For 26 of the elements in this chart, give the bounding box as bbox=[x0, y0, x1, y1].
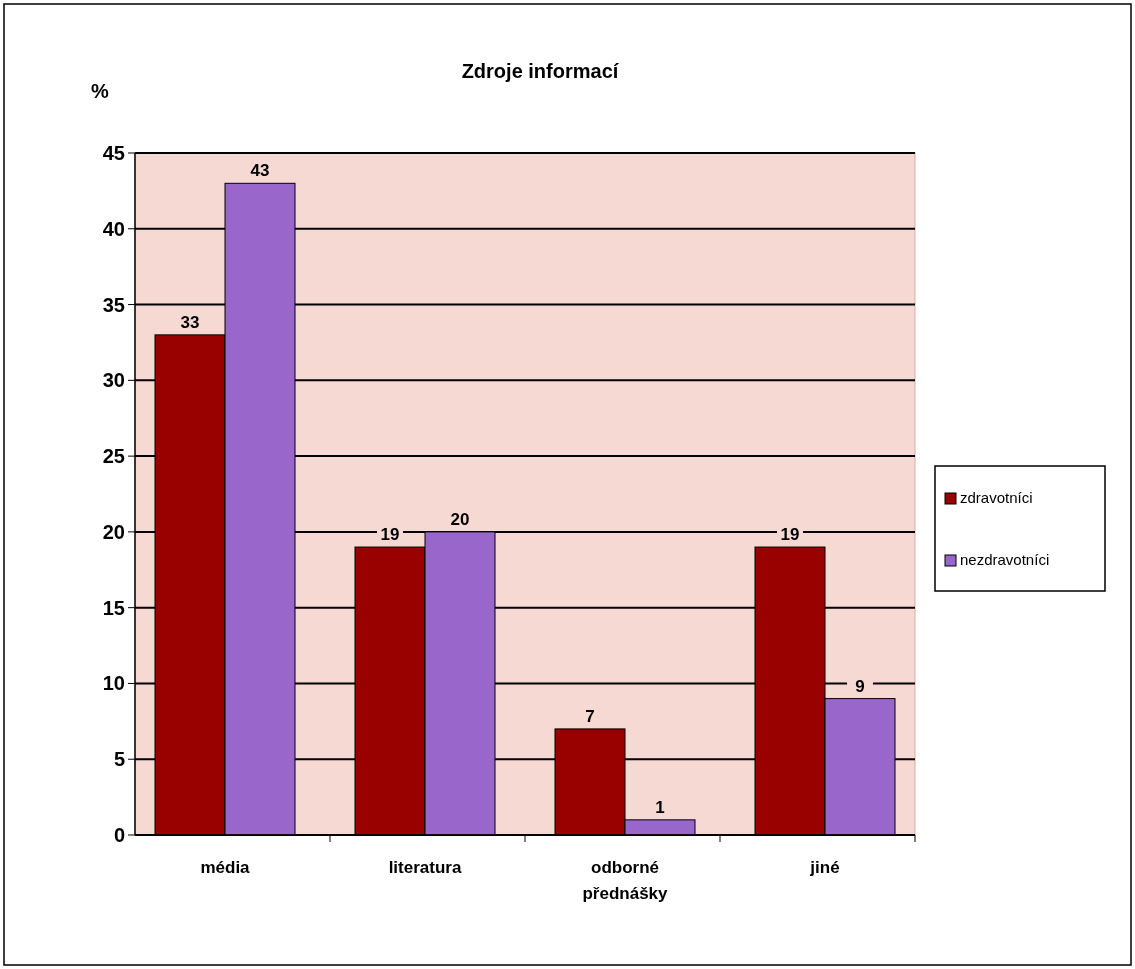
y-axis-title: % bbox=[91, 80, 110, 102]
x-tick-label: literatura bbox=[388, 858, 462, 877]
y-tick-label: 5 bbox=[113, 748, 125, 771]
data-label: 1 bbox=[655, 797, 665, 817]
y-tick-label: 10 bbox=[102, 672, 125, 695]
y-tick-label: 15 bbox=[102, 596, 125, 619]
y-tick-label: 20 bbox=[102, 520, 125, 543]
legend-label: nezdravotníci bbox=[960, 551, 1050, 568]
data-label: 19 bbox=[780, 525, 800, 545]
y-tick-label: 35 bbox=[102, 293, 125, 316]
legend-label: zdravotníci bbox=[960, 489, 1033, 506]
x-tick-label: jiné bbox=[809, 858, 840, 877]
chart-title: Zdroje informací bbox=[461, 60, 620, 82]
y-tick-label: 25 bbox=[102, 445, 125, 468]
x-tick-label: odborné přednášky bbox=[582, 858, 669, 903]
y-tick-label: 0 bbox=[113, 824, 125, 846]
y-tick-label: 30 bbox=[102, 369, 125, 392]
data-label: 19 bbox=[380, 525, 400, 545]
data-label: 7 bbox=[585, 706, 595, 726]
data-label: 20 bbox=[450, 509, 470, 529]
x-tick-label: média bbox=[200, 858, 251, 877]
y-tick-label: 45 bbox=[102, 142, 125, 164]
data-label: 33 bbox=[180, 312, 200, 332]
y-tick-label: 40 bbox=[102, 217, 125, 240]
data-label: 43 bbox=[250, 161, 270, 181]
data-label: 9 bbox=[855, 676, 865, 696]
